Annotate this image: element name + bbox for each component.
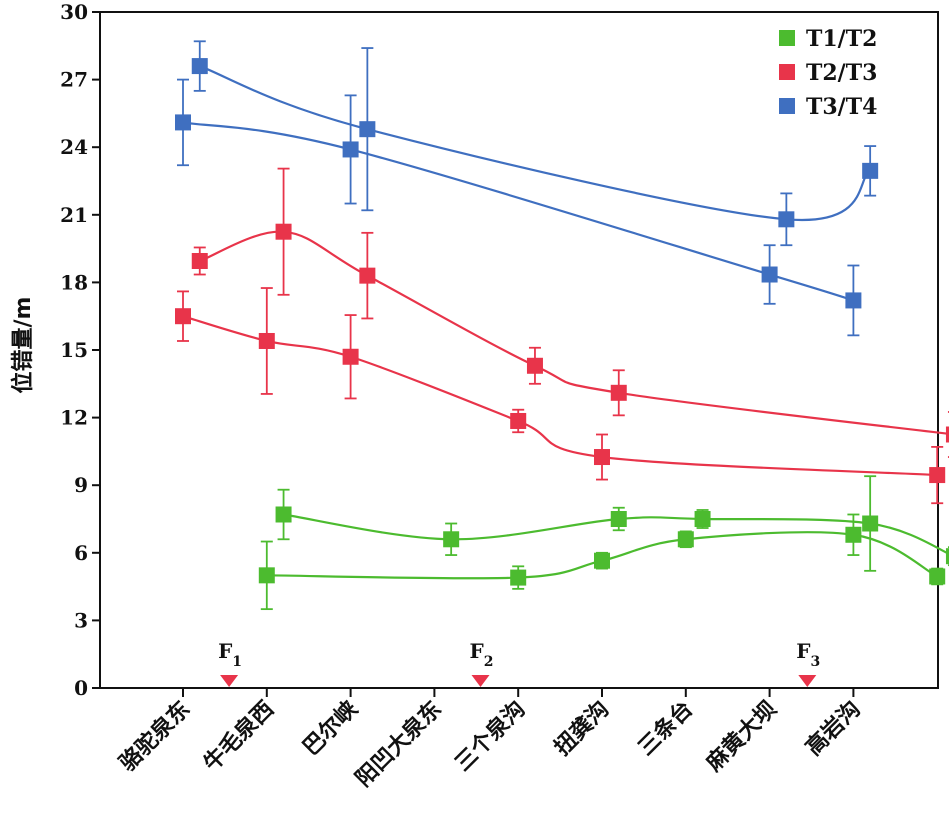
y-tick-label: 21 <box>60 203 88 227</box>
data-point <box>275 506 292 523</box>
data-point <box>342 348 359 365</box>
y-tick-label: 27 <box>60 68 88 92</box>
data-point <box>862 515 879 532</box>
y-tick-label: 30 <box>60 0 88 24</box>
y-tick-label: 9 <box>74 473 88 497</box>
data-point <box>258 332 275 349</box>
fault-label: F2 <box>469 639 493 670</box>
data-point <box>510 569 527 586</box>
y-tick-label: 0 <box>74 676 88 700</box>
data-point <box>677 531 694 548</box>
x-tick-label: 牛毛泉西 <box>198 696 279 777</box>
data-point <box>526 357 543 374</box>
data-point <box>510 412 527 429</box>
fault-triangle <box>798 675 817 687</box>
data-point <box>845 292 862 309</box>
x-tick-label: 骆驼泉东 <box>115 696 196 777</box>
y-tick-label: 3 <box>74 608 88 632</box>
x-tick-label: 三个泉沟 <box>450 696 531 777</box>
legend-swatch <box>779 98 795 114</box>
fault-label: F1 <box>218 639 242 670</box>
series-line <box>182 121 854 302</box>
y-axis-label: 位错量/m <box>10 297 36 394</box>
y-tick-label: 6 <box>74 541 88 565</box>
data-point <box>275 223 292 240</box>
data-point <box>359 121 376 138</box>
data-point <box>191 252 208 269</box>
legend: T1/T2 T2/T3 T3/T4 <box>779 26 877 120</box>
legend-swatch <box>779 64 795 80</box>
data-point <box>175 308 191 325</box>
plot-area <box>175 40 949 611</box>
fault-label: F3 <box>796 639 820 670</box>
x-tick-label: 三条台 <box>633 696 698 761</box>
y-tick-label: 15 <box>60 338 88 362</box>
fault-triangle <box>220 675 239 687</box>
x-tick-label: 扭龚沟 <box>549 696 614 761</box>
data-point <box>443 531 460 548</box>
x-tick-label: 巴尔峡 <box>298 695 364 761</box>
fault-markers: F1 F2 F3 <box>218 639 820 687</box>
series <box>175 40 879 337</box>
data-point <box>929 467 946 484</box>
fault-triangle <box>471 675 490 687</box>
data-point <box>594 449 610 466</box>
data-point <box>258 567 275 584</box>
data-point <box>610 511 627 527</box>
legend-label: T1/T2 <box>806 26 877 52</box>
legend-swatch <box>779 30 795 46</box>
data-point <box>191 58 208 75</box>
data-point <box>761 266 778 283</box>
data-point <box>778 211 795 228</box>
y-tick-label: 18 <box>60 270 88 294</box>
data-point <box>945 426 949 443</box>
series-line <box>182 315 938 477</box>
series <box>258 475 949 611</box>
series <box>175 167 949 505</box>
data-point <box>359 267 376 284</box>
series-line <box>199 230 949 436</box>
x-tick-label: 高岩沟 <box>801 696 866 761</box>
y-tick-label: 12 <box>60 406 88 430</box>
data-point <box>694 511 711 527</box>
data-point <box>862 162 879 179</box>
x-tick-label: 麻黄大坝 <box>701 696 782 777</box>
series-line <box>199 65 871 222</box>
data-point <box>845 526 862 543</box>
data-point <box>342 141 359 158</box>
x-tick-label: 阳凹大泉东 <box>350 696 446 792</box>
y-tick-label: 24 <box>60 135 88 159</box>
legend-label: T2/T3 <box>806 60 877 86</box>
data-point <box>929 568 946 585</box>
data-point <box>594 552 610 569</box>
legend-label: T3/T4 <box>806 94 877 120</box>
data-point <box>610 384 627 401</box>
data-point <box>945 548 949 565</box>
data-point <box>175 114 191 131</box>
